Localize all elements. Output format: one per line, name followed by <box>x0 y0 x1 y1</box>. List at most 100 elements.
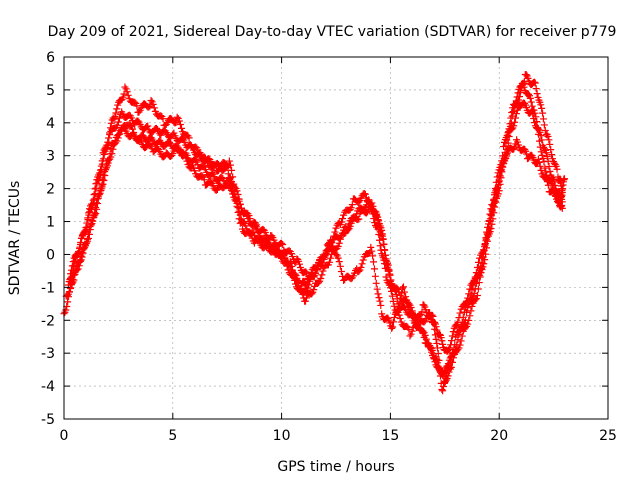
data-point <box>232 194 240 202</box>
data-point <box>123 88 131 96</box>
data-point <box>288 271 296 279</box>
data-point <box>438 385 446 393</box>
data-point <box>527 98 535 106</box>
data-point <box>513 93 521 101</box>
data-point <box>131 98 139 106</box>
data-point <box>431 319 439 327</box>
data-point <box>507 114 515 122</box>
data-point <box>194 146 202 154</box>
data-point <box>389 323 397 331</box>
data-point <box>114 118 122 126</box>
data-point <box>65 288 73 296</box>
data-point <box>546 140 554 148</box>
data-point <box>473 264 481 272</box>
data-point <box>318 271 326 279</box>
data-point <box>388 292 396 300</box>
data-point <box>298 287 306 295</box>
data-point <box>89 217 97 225</box>
data-point <box>291 276 299 284</box>
data-point <box>514 89 522 97</box>
x-tick-label: 25 <box>599 428 617 444</box>
data-point <box>87 221 95 229</box>
data-point <box>376 242 384 250</box>
data-point <box>447 341 455 349</box>
data-point <box>198 172 206 180</box>
data-point <box>319 267 327 275</box>
data-point <box>466 312 474 320</box>
data-point <box>308 290 316 298</box>
data-point <box>323 246 331 254</box>
data-point <box>81 227 89 235</box>
data-point <box>302 297 310 305</box>
data-point <box>558 204 566 212</box>
data-point <box>303 269 311 277</box>
data-point <box>386 271 394 279</box>
data-point <box>532 85 540 93</box>
data-point <box>420 333 428 341</box>
series-track-4 <box>62 121 568 356</box>
data-point <box>493 173 501 181</box>
data-point <box>226 161 234 169</box>
data-point <box>283 262 291 270</box>
data-point <box>381 251 389 259</box>
data-point <box>211 161 219 169</box>
data-point <box>542 149 550 157</box>
data-point <box>290 272 298 280</box>
x-axis-label: GPS time / hours <box>277 459 394 475</box>
data-point <box>419 329 427 337</box>
data-point <box>225 157 233 165</box>
data-point <box>114 134 122 142</box>
data-point <box>374 213 382 221</box>
data-point <box>81 243 89 251</box>
data-point <box>329 243 337 251</box>
data-point <box>310 286 318 294</box>
data-point <box>373 210 381 218</box>
data-point <box>95 191 103 199</box>
grid-layer <box>64 57 608 419</box>
data-point <box>242 222 250 230</box>
data-point <box>546 167 554 175</box>
data-point <box>540 121 548 129</box>
data-point <box>457 323 465 331</box>
data-point <box>375 217 383 225</box>
data-point <box>466 285 474 293</box>
data-point <box>545 163 553 171</box>
plot-frame <box>63 56 609 420</box>
data-point <box>235 195 243 203</box>
data-point <box>332 250 340 258</box>
data-point <box>420 301 428 309</box>
data-point <box>73 266 81 274</box>
data-point <box>106 129 114 137</box>
data-point <box>129 125 137 133</box>
data-point <box>102 165 110 173</box>
data-point <box>144 122 152 130</box>
data-point <box>547 146 555 154</box>
data-point <box>352 213 360 221</box>
data-point <box>105 155 113 163</box>
data-point <box>150 104 158 112</box>
data-point <box>337 268 345 276</box>
data-point <box>533 90 541 98</box>
data-point <box>548 151 556 159</box>
data-point <box>544 132 552 140</box>
data-point <box>537 148 545 156</box>
data-point <box>159 115 167 123</box>
data-point <box>539 109 547 117</box>
data-point <box>494 181 502 189</box>
data-point <box>87 200 95 208</box>
data-point <box>475 258 483 266</box>
x-tick-label: 10 <box>273 428 291 444</box>
data-point <box>92 199 100 207</box>
data-point <box>369 252 377 260</box>
data-point <box>463 297 471 305</box>
data-point <box>433 326 441 334</box>
data-point <box>359 256 367 264</box>
data-point <box>441 378 449 386</box>
data-point <box>548 180 556 188</box>
data-point <box>399 284 407 292</box>
data-point <box>200 176 208 184</box>
data-point <box>483 228 491 236</box>
data-point <box>97 187 105 195</box>
y-tick-label: 2 <box>46 182 55 198</box>
data-point <box>195 149 203 157</box>
